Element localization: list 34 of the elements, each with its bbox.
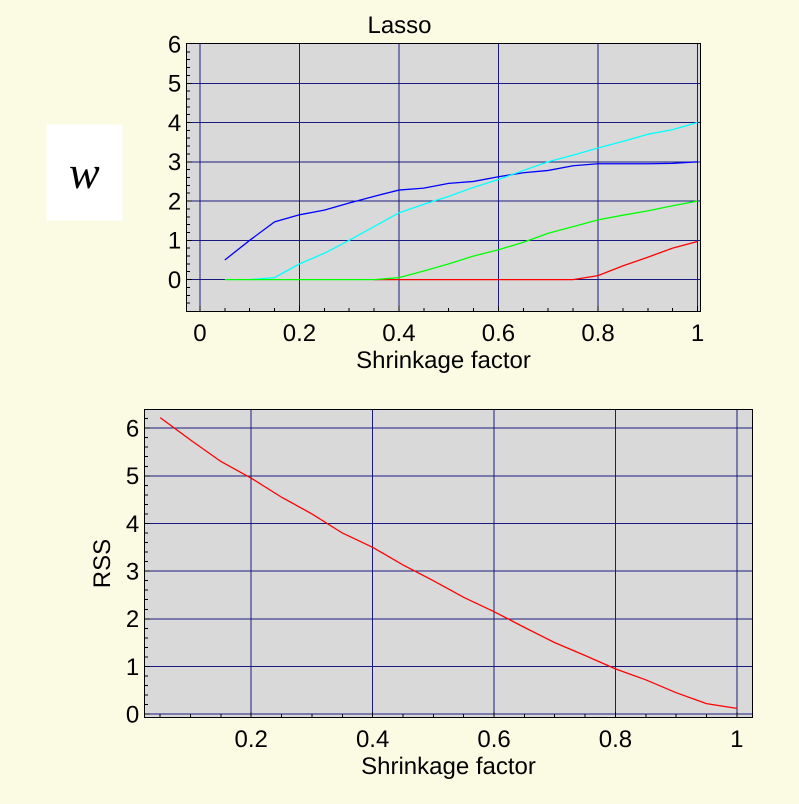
x-tick-label: 0.2: [282, 320, 316, 347]
y-tick-label: 0: [126, 702, 140, 729]
line-series: [224, 161, 698, 261]
x-tick-label: 1: [690, 320, 704, 347]
y-axis-title: w: [69, 147, 100, 198]
x-tick-label: 0: [193, 320, 207, 347]
y-tick-label: 2: [168, 188, 182, 216]
x-tick-label: 0.6: [482, 320, 516, 347]
x-tick-label: 0.4: [356, 726, 390, 753]
y-tick-label: 3: [126, 558, 140, 586]
x-tick-label: 0.8: [598, 726, 632, 753]
x-tick-label: 0.6: [477, 726, 511, 753]
y-tick-label: 6: [168, 31, 182, 58]
y-tick-label: 1: [126, 654, 140, 681]
y-tick-label: 5: [168, 70, 182, 98]
line-series: [160, 416, 738, 710]
y-tick-label: 2: [126, 606, 140, 634]
line-series: [249, 122, 698, 280]
chart-title: Lasso: [367, 12, 432, 39]
x-axis-title: Shrinkage factor: [356, 346, 531, 374]
y-tick-label: 4: [126, 510, 140, 538]
y-axis-title: RSS: [88, 538, 116, 588]
line-series: [224, 200, 698, 280]
y-tick-label: 0: [168, 266, 182, 294]
x-tick-label: 0.8: [581, 320, 615, 347]
y-tick-label: 6: [126, 416, 140, 443]
y-tick-label: 3: [168, 149, 182, 176]
x-axis-title: Shrinkage factor: [361, 752, 536, 780]
y-tick-label: 5: [126, 463, 140, 490]
x-tick-label: 1: [730, 726, 744, 753]
y-tick-label: 4: [168, 110, 182, 137]
x-tick-label: 0.4: [382, 320, 416, 347]
y-tick-label: 1: [168, 228, 182, 255]
x-tick-label: 0.2: [234, 726, 268, 753]
